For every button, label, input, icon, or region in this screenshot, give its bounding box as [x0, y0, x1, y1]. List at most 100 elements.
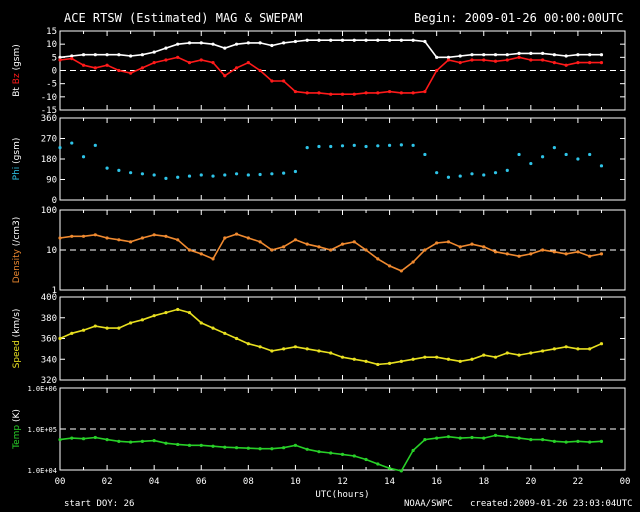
- data-point: [564, 252, 568, 256]
- data-point: [152, 314, 156, 318]
- data-point: [552, 53, 556, 57]
- data-point: [446, 175, 451, 179]
- data-point: [317, 349, 321, 353]
- data-point: [564, 152, 568, 157]
- data-point: [458, 436, 462, 440]
- y-tick-label: 270: [41, 135, 57, 145]
- data-point: [387, 264, 392, 268]
- data-point: [129, 440, 133, 444]
- data-point: [282, 79, 286, 83]
- data-point: [211, 444, 215, 448]
- data-point: [329, 92, 333, 96]
- data-point: [588, 254, 592, 258]
- data-point: [352, 143, 356, 147]
- data-point: [376, 144, 380, 148]
- data-point: [352, 357, 356, 361]
- y-axis-label-part: Bt: [12, 87, 22, 97]
- data-point: [93, 435, 97, 440]
- data-point: [258, 68, 262, 73]
- y-tick-label: 400: [41, 293, 57, 303]
- data-point: [105, 236, 109, 240]
- data-point: [117, 53, 121, 57]
- data-point: [411, 448, 415, 453]
- data-point: [505, 351, 509, 355]
- x-tick-label: 06: [196, 477, 207, 487]
- created-timestamp: created:2009-01-26 23:03:04UTC: [470, 499, 633, 509]
- data-point: [364, 38, 368, 42]
- y-tick-label: 15: [46, 27, 57, 37]
- data-point: [517, 254, 521, 258]
- y-tick-label: 320: [41, 376, 57, 386]
- data-point: [246, 446, 250, 450]
- data-point: [199, 321, 203, 325]
- data-point: [482, 436, 486, 440]
- data-point: [364, 91, 368, 95]
- data-point: [105, 326, 109, 330]
- data-point: [352, 38, 356, 42]
- data-point: [258, 447, 262, 451]
- data-point: [176, 55, 180, 59]
- data-point: [81, 53, 86, 57]
- x-tick-label: 00: [55, 477, 66, 487]
- data-point: [564, 54, 568, 58]
- data-point: [446, 435, 451, 439]
- data-point: [458, 61, 462, 65]
- data-point: [399, 91, 403, 95]
- data-point: [458, 174, 462, 178]
- data-point: [187, 61, 192, 65]
- y-tick-label: -10: [41, 93, 57, 103]
- y-axis-label: Temp (K): [12, 409, 22, 450]
- data-point: [376, 91, 380, 95]
- data-point: [81, 234, 86, 238]
- data-point: [435, 241, 439, 245]
- data-point: [352, 240, 356, 244]
- data-point: [176, 42, 180, 46]
- data-point: [435, 55, 439, 59]
- data-point: [340, 355, 345, 359]
- data-point: [305, 447, 309, 451]
- panel-phi: 0 90 180 270 360 Phi (gsm): [12, 114, 626, 206]
- data-point: [517, 353, 521, 357]
- y-tick-label: 10: [46, 246, 57, 256]
- y-tick-label: 100: [41, 206, 57, 216]
- data-point: [81, 155, 86, 159]
- data-point: [340, 242, 345, 246]
- data-point: [293, 169, 298, 174]
- y-axis-label-part: (/cm3): [12, 217, 22, 249]
- data-point: [576, 250, 580, 254]
- series-speed: [58, 307, 604, 367]
- data-point: [458, 359, 462, 363]
- data-point: [70, 436, 74, 440]
- y-tick-label: -15: [41, 106, 57, 116]
- data-point: [211, 257, 215, 261]
- data-point: [234, 336, 239, 341]
- data-point: [246, 41, 250, 45]
- data-point: [176, 238, 180, 242]
- series-bz: [58, 55, 604, 96]
- data-point: [387, 89, 392, 94]
- data-point: [505, 252, 509, 256]
- data-point: [317, 144, 321, 149]
- data-point: [211, 61, 215, 65]
- data-point: [282, 41, 286, 45]
- y-tick-label: 5: [52, 53, 57, 63]
- data-point: [152, 439, 156, 443]
- data-point: [541, 58, 545, 62]
- data-point: [270, 349, 274, 353]
- data-point: [187, 248, 192, 252]
- y-tick-label: 360: [41, 335, 57, 345]
- data-point: [446, 240, 451, 244]
- data-point: [564, 440, 568, 444]
- x-tick-label: 20: [525, 477, 536, 487]
- data-point: [93, 53, 97, 57]
- data-point: [517, 152, 521, 157]
- data-point: [293, 345, 298, 349]
- y-tick-label: 1: [52, 286, 57, 296]
- data-point: [234, 66, 239, 70]
- data-point: [93, 66, 97, 70]
- begin-timestamp: Begin: 2009-01-26 00:00:00UTC: [414, 11, 624, 25]
- data-point: [493, 171, 498, 175]
- data-point: [329, 38, 333, 42]
- data-point: [317, 450, 321, 454]
- data-point: [129, 71, 133, 75]
